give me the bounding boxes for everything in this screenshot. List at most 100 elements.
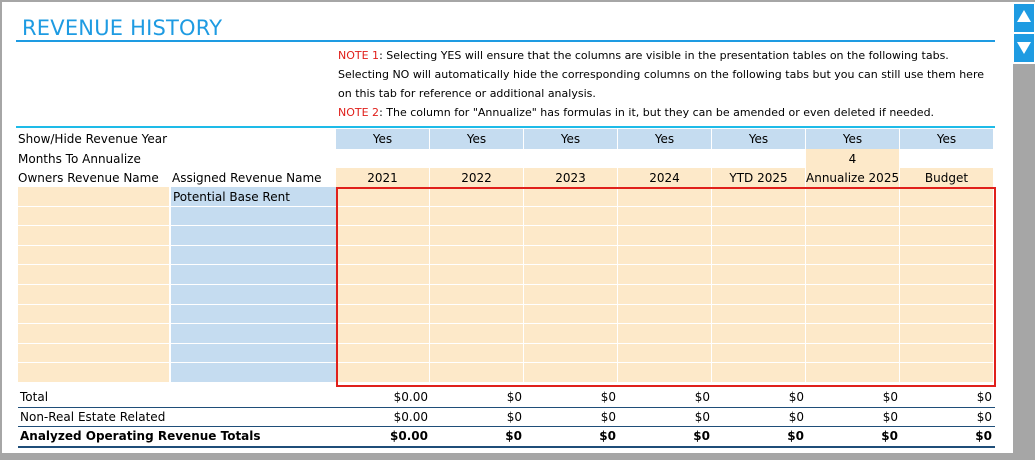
- revenue-value-cell[interactable]: [524, 187, 617, 206]
- revenue-value-cell[interactable]: [618, 285, 711, 304]
- revenue-value-cell[interactable]: [900, 245, 993, 265]
- year-column-header[interactable]: Annualize 2025: [806, 168, 899, 188]
- revenue-value-cell[interactable]: [618, 187, 711, 206]
- assigned-revenue-name-cell[interactable]: [171, 226, 336, 245]
- revenue-value-cell[interactable]: [900, 265, 993, 284]
- assigned-revenue-name-cell[interactable]: Potential Base Rent: [171, 187, 336, 206]
- revenue-value-cell[interactable]: [618, 206, 711, 226]
- year-column-header[interactable]: 2023: [524, 168, 617, 188]
- revenue-value-cell[interactable]: [336, 343, 429, 363]
- revenue-value-cell[interactable]: [430, 285, 523, 304]
- revenue-value-cell[interactable]: [618, 324, 711, 343]
- assigned-revenue-name-cell[interactable]: [171, 206, 336, 226]
- revenue-value-cell[interactable]: [524, 304, 617, 324]
- revenue-value-cell[interactable]: [712, 245, 805, 265]
- revenue-value-cell[interactable]: [336, 285, 429, 304]
- revenue-value-cell[interactable]: [712, 187, 805, 206]
- revenue-value-cell[interactable]: [806, 285, 899, 304]
- revenue-value-cell[interactable]: [430, 226, 523, 245]
- revenue-value-cell[interactable]: [806, 304, 899, 324]
- revenue-value-cell[interactable]: [900, 226, 993, 245]
- months-to-annualize-input[interactable]: 4: [806, 149, 899, 169]
- year-visibility-select[interactable]: Yes: [618, 129, 711, 149]
- revenue-value-cell[interactable]: [430, 343, 523, 363]
- assigned-revenue-name-cell[interactable]: [171, 324, 336, 343]
- revenue-value-cell[interactable]: [336, 206, 429, 226]
- revenue-value-cell[interactable]: [900, 363, 993, 382]
- revenue-value-cell[interactable]: [900, 324, 993, 343]
- year-column-header[interactable]: 2021: [336, 168, 429, 188]
- revenue-value-cell[interactable]: [336, 265, 429, 284]
- revenue-value-cell[interactable]: [524, 226, 617, 245]
- revenue-value-cell[interactable]: [430, 187, 523, 206]
- revenue-value-cell[interactable]: [712, 265, 805, 284]
- assigned-revenue-name-cell[interactable]: [171, 363, 336, 382]
- revenue-value-cell[interactable]: [712, 285, 805, 304]
- revenue-value-cell[interactable]: [336, 304, 429, 324]
- scroll-down-icon[interactable]: [1014, 34, 1034, 62]
- revenue-value-cell[interactable]: [712, 363, 805, 382]
- owner-revenue-name-cell[interactable]: [18, 363, 169, 382]
- revenue-value-cell[interactable]: [524, 206, 617, 226]
- year-column-header[interactable]: 2024: [618, 168, 711, 188]
- owner-revenue-name-cell[interactable]: [18, 285, 169, 304]
- assigned-revenue-name-cell[interactable]: [171, 265, 336, 284]
- revenue-value-cell[interactable]: [430, 265, 523, 284]
- revenue-value-cell[interactable]: [336, 324, 429, 343]
- revenue-value-cell[interactable]: [618, 363, 711, 382]
- revenue-value-cell[interactable]: [618, 245, 711, 265]
- revenue-value-cell[interactable]: [430, 324, 523, 343]
- year-visibility-select[interactable]: Yes: [712, 129, 805, 149]
- revenue-value-cell[interactable]: [806, 363, 899, 382]
- revenue-value-cell[interactable]: [524, 245, 617, 265]
- revenue-value-cell[interactable]: [712, 206, 805, 226]
- assigned-revenue-name-cell[interactable]: [171, 304, 336, 324]
- owner-revenue-name-cell[interactable]: [18, 324, 169, 343]
- revenue-value-cell[interactable]: [900, 285, 993, 304]
- revenue-value-cell[interactable]: [618, 226, 711, 245]
- revenue-value-cell[interactable]: [336, 187, 429, 206]
- year-column-header[interactable]: YTD 2025: [712, 168, 805, 188]
- owner-revenue-name-cell[interactable]: [18, 343, 169, 363]
- revenue-value-cell[interactable]: [806, 324, 899, 343]
- owner-revenue-name-cell[interactable]: [18, 187, 169, 206]
- revenue-value-cell[interactable]: [806, 226, 899, 245]
- revenue-value-cell[interactable]: [524, 324, 617, 343]
- revenue-value-cell[interactable]: [430, 245, 523, 265]
- assigned-revenue-name-cell[interactable]: [171, 285, 336, 304]
- revenue-value-cell[interactable]: [900, 304, 993, 324]
- revenue-value-cell[interactable]: [900, 343, 993, 363]
- revenue-value-cell[interactable]: [806, 343, 899, 363]
- revenue-value-cell[interactable]: [712, 324, 805, 343]
- revenue-value-cell[interactable]: [336, 245, 429, 265]
- revenue-value-cell[interactable]: [524, 265, 617, 284]
- owner-revenue-name-cell[interactable]: [18, 206, 169, 226]
- revenue-value-cell[interactable]: [430, 363, 523, 382]
- revenue-value-cell[interactable]: [618, 304, 711, 324]
- revenue-value-cell[interactable]: [712, 226, 805, 245]
- owner-revenue-name-cell[interactable]: [18, 245, 169, 265]
- year-visibility-select[interactable]: Yes: [430, 129, 523, 149]
- revenue-value-cell[interactable]: [806, 265, 899, 284]
- revenue-value-cell[interactable]: [524, 285, 617, 304]
- revenue-value-cell[interactable]: [336, 226, 429, 245]
- revenue-value-cell[interactable]: [900, 187, 993, 206]
- year-column-header[interactable]: 2022: [430, 168, 523, 188]
- assigned-revenue-name-cell[interactable]: [171, 245, 336, 265]
- revenue-value-cell[interactable]: [430, 304, 523, 324]
- scroll-up-icon[interactable]: [1014, 4, 1034, 32]
- revenue-value-cell[interactable]: [618, 265, 711, 284]
- revenue-value-cell[interactable]: [712, 304, 805, 324]
- year-visibility-select[interactable]: Yes: [900, 129, 993, 149]
- owner-revenue-name-cell[interactable]: [18, 304, 169, 324]
- assigned-revenue-name-cell[interactable]: [171, 343, 336, 363]
- year-visibility-select[interactable]: Yes: [524, 129, 617, 149]
- revenue-value-cell[interactable]: [712, 343, 805, 363]
- revenue-value-cell[interactable]: [524, 363, 617, 382]
- revenue-value-cell[interactable]: [618, 343, 711, 363]
- revenue-value-cell[interactable]: [430, 206, 523, 226]
- revenue-value-cell[interactable]: [806, 245, 899, 265]
- year-visibility-select[interactable]: Yes: [336, 129, 429, 149]
- revenue-value-cell[interactable]: [900, 206, 993, 226]
- revenue-value-cell[interactable]: [336, 363, 429, 382]
